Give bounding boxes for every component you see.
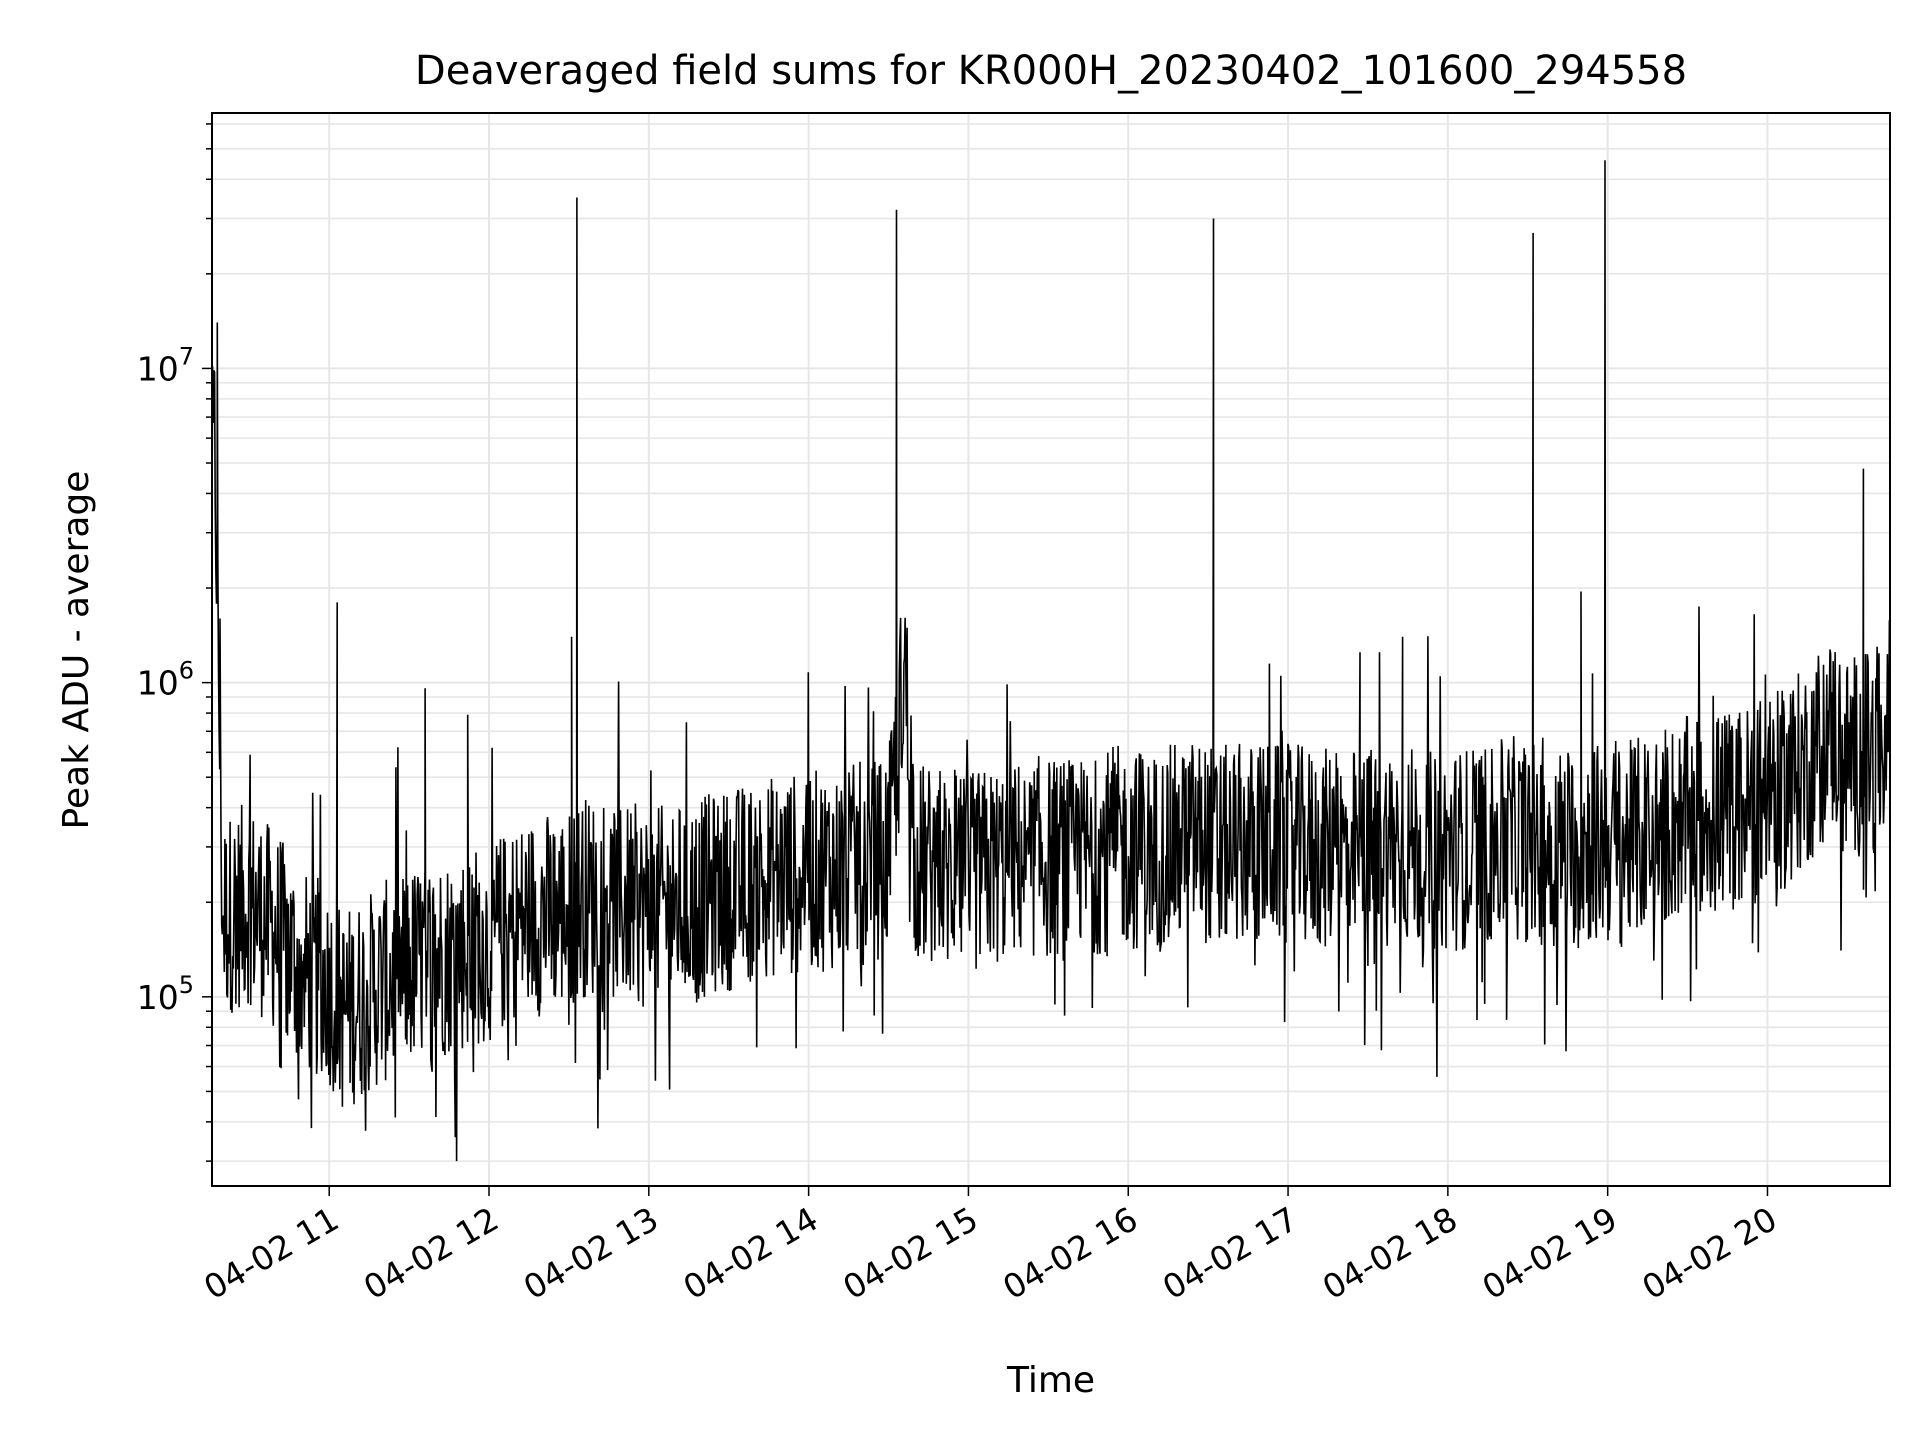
y-tick-base: 10: [137, 664, 179, 703]
y-tick-exponent: 5: [179, 971, 194, 999]
y-tick-label: 107: [137, 342, 194, 388]
y-tick-label: 106: [137, 657, 194, 703]
chart-title: Deaveraged field sums for KR000H_2023040…: [415, 48, 1687, 94]
y-tick-base: 10: [137, 349, 179, 388]
plot-frame: [211, 112, 1891, 1187]
series-line: [211, 160, 1891, 1162]
y-tick-label: 105: [137, 971, 194, 1017]
y-tick-exponent: 6: [179, 657, 194, 685]
y-tick-base: 10: [137, 978, 179, 1017]
y-axis-label: Peak ADU - average: [56, 471, 97, 830]
x-axis-label: Time: [1006, 1360, 1095, 1401]
y-tick-exponent: 7: [179, 342, 194, 370]
